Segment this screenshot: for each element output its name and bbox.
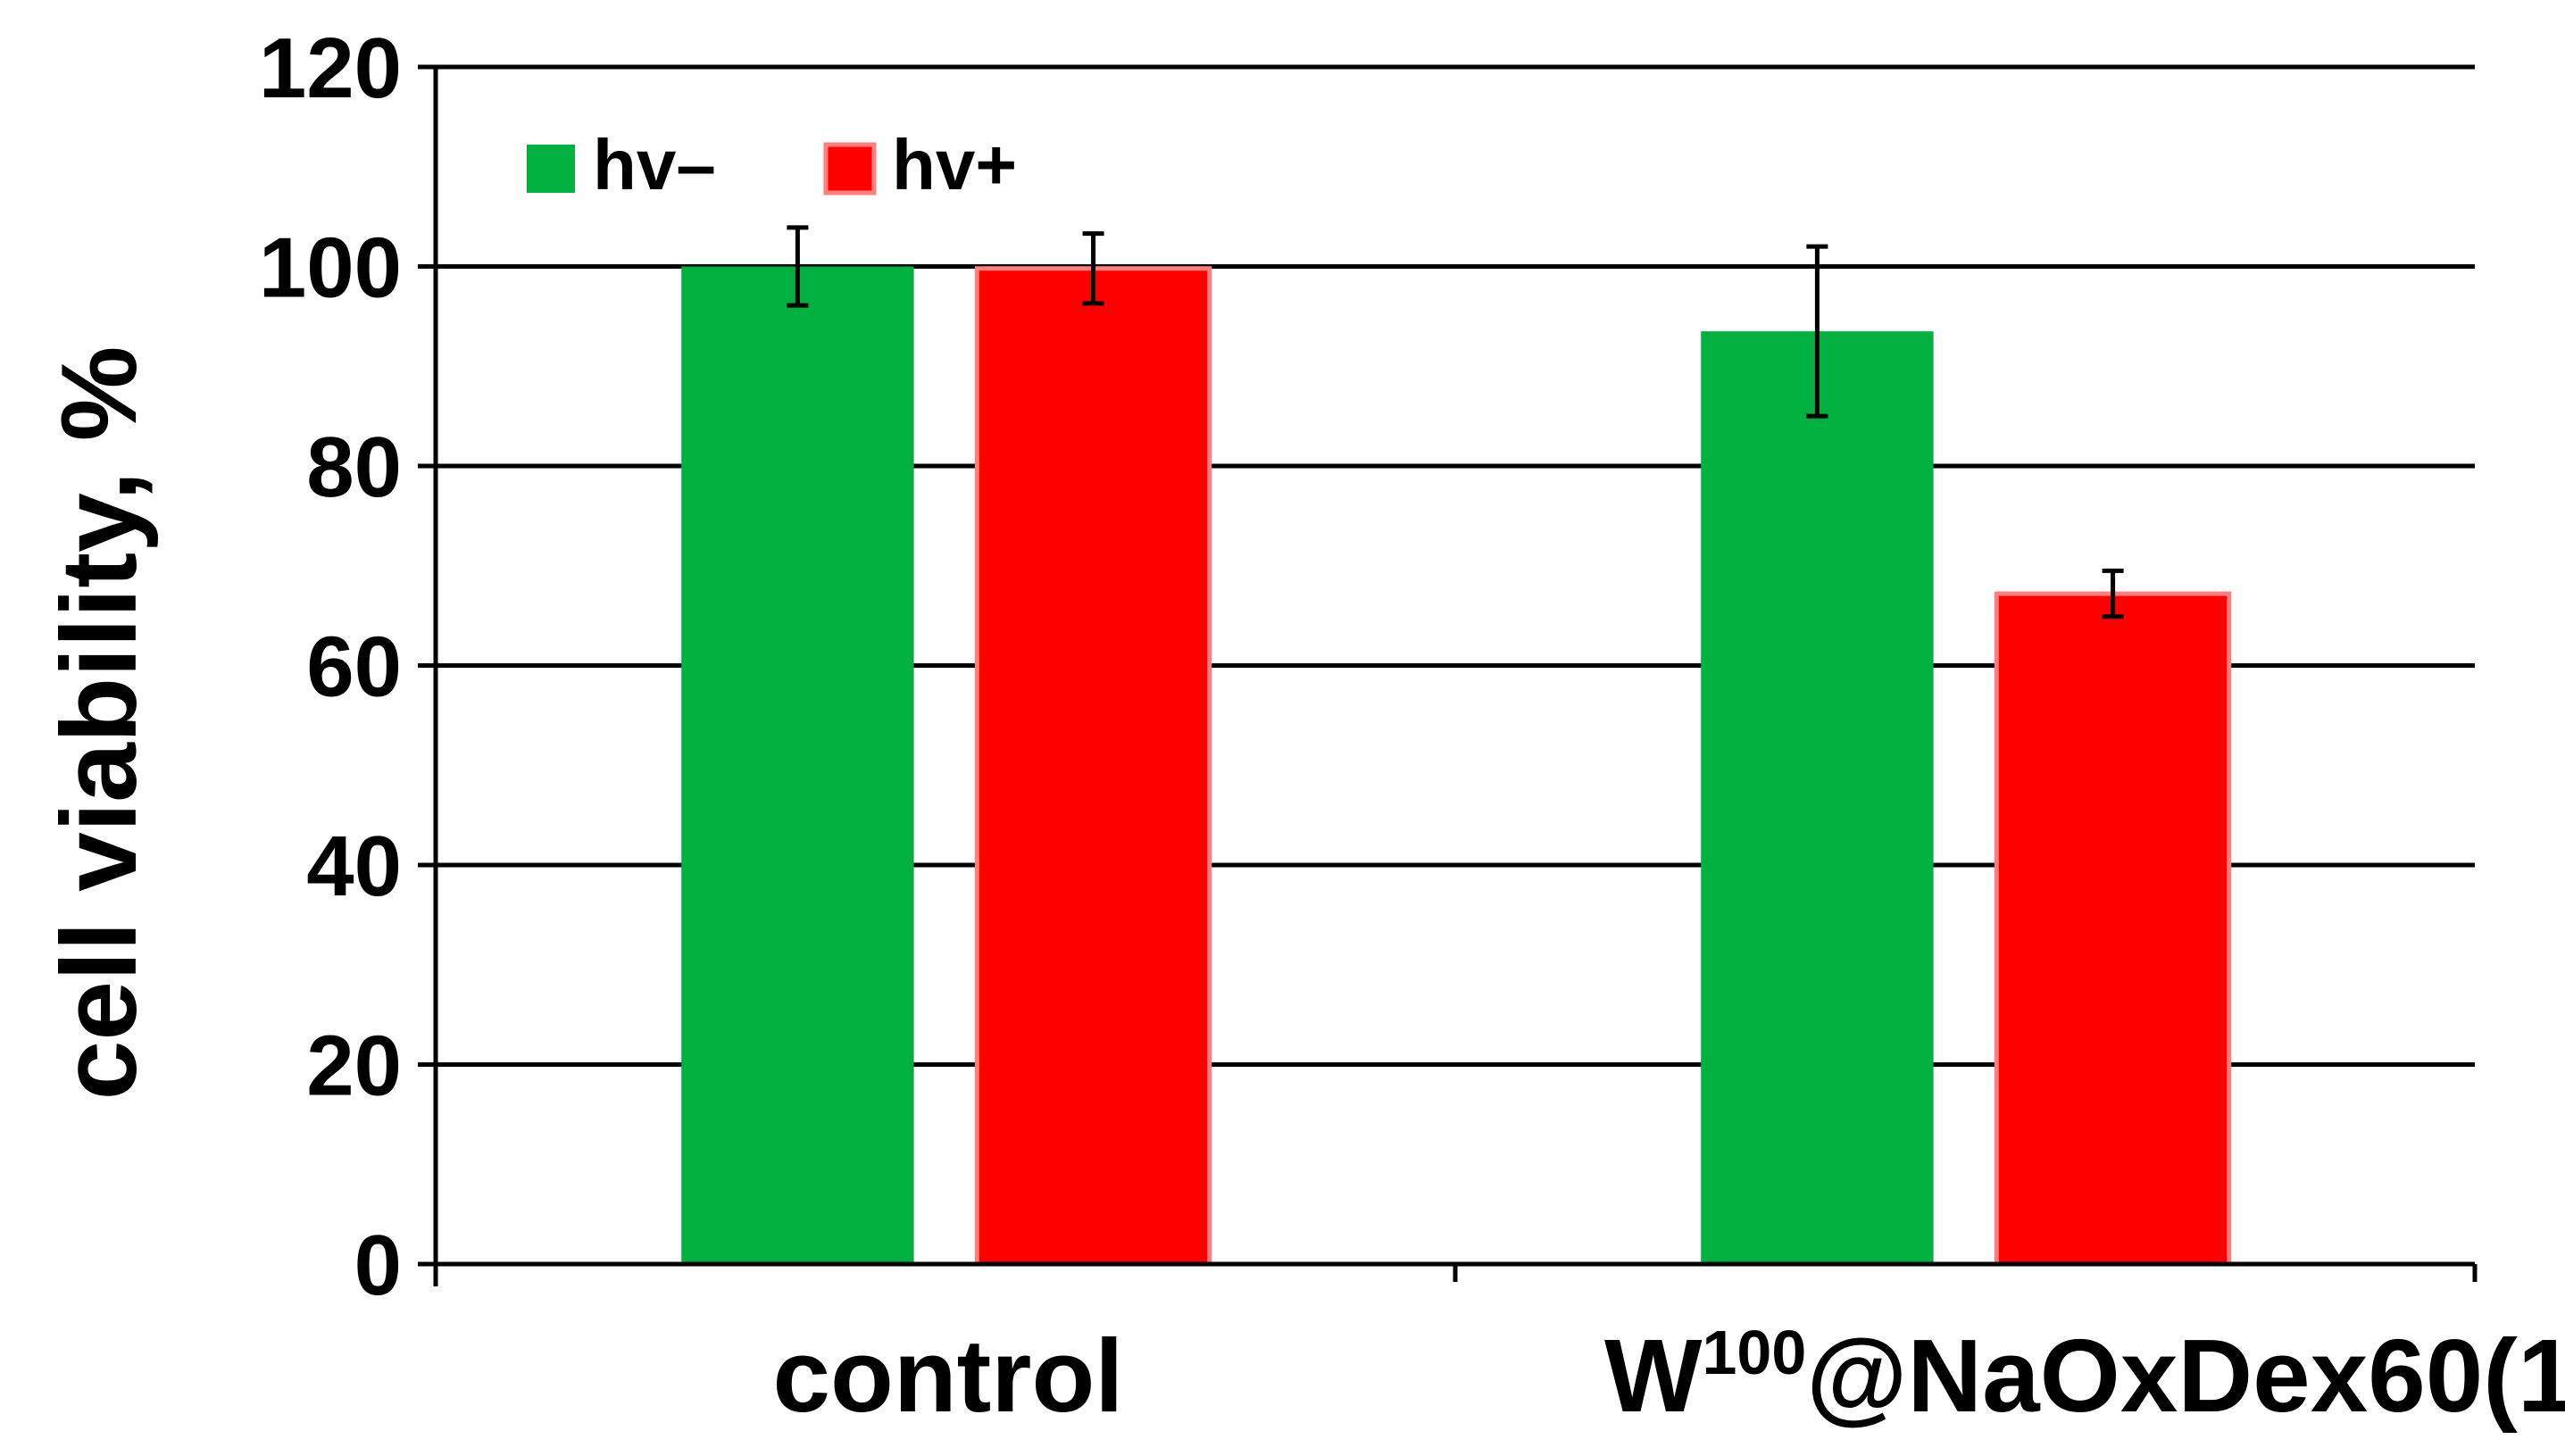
y-tick-label: 120 [259,21,402,116]
y-axis-label: cell viability, % [39,346,159,1101]
y-tick-label: 20 [306,1019,402,1114]
error-bars [787,225,2124,620]
x-tick-labels: control W100@NaOxDex60(1) [772,1318,2565,1434]
legend-swatch [823,142,877,196]
legend-label: hv– [593,125,716,204]
x-tick-label: W100@NaOxDex60(1) [1604,1318,2565,1434]
bar-hv-minus-w100 [1701,331,1934,1265]
y-tick-labels: 0 20 40 60 80 100 120 [259,21,402,1313]
y-tick-label: 60 [306,620,402,715]
legend-swatch [527,145,575,193]
legend: hv– hv+ [527,125,1017,204]
bars [681,266,2232,1267]
y-tick-label: 40 [306,819,402,914]
legend-label: hv+ [892,125,1017,204]
axes [418,64,2478,1286]
bar-hv-plus-control [974,266,1212,1267]
bar-hv-minus-control [681,266,914,1264]
y-tick-label: 100 [259,220,402,316]
y-tick-label: 80 [306,420,402,515]
bar-hv-plus-w100 [1994,591,2232,1267]
x-tick-label: control [772,1318,1123,1434]
y-tick-label: 0 [354,1218,402,1313]
